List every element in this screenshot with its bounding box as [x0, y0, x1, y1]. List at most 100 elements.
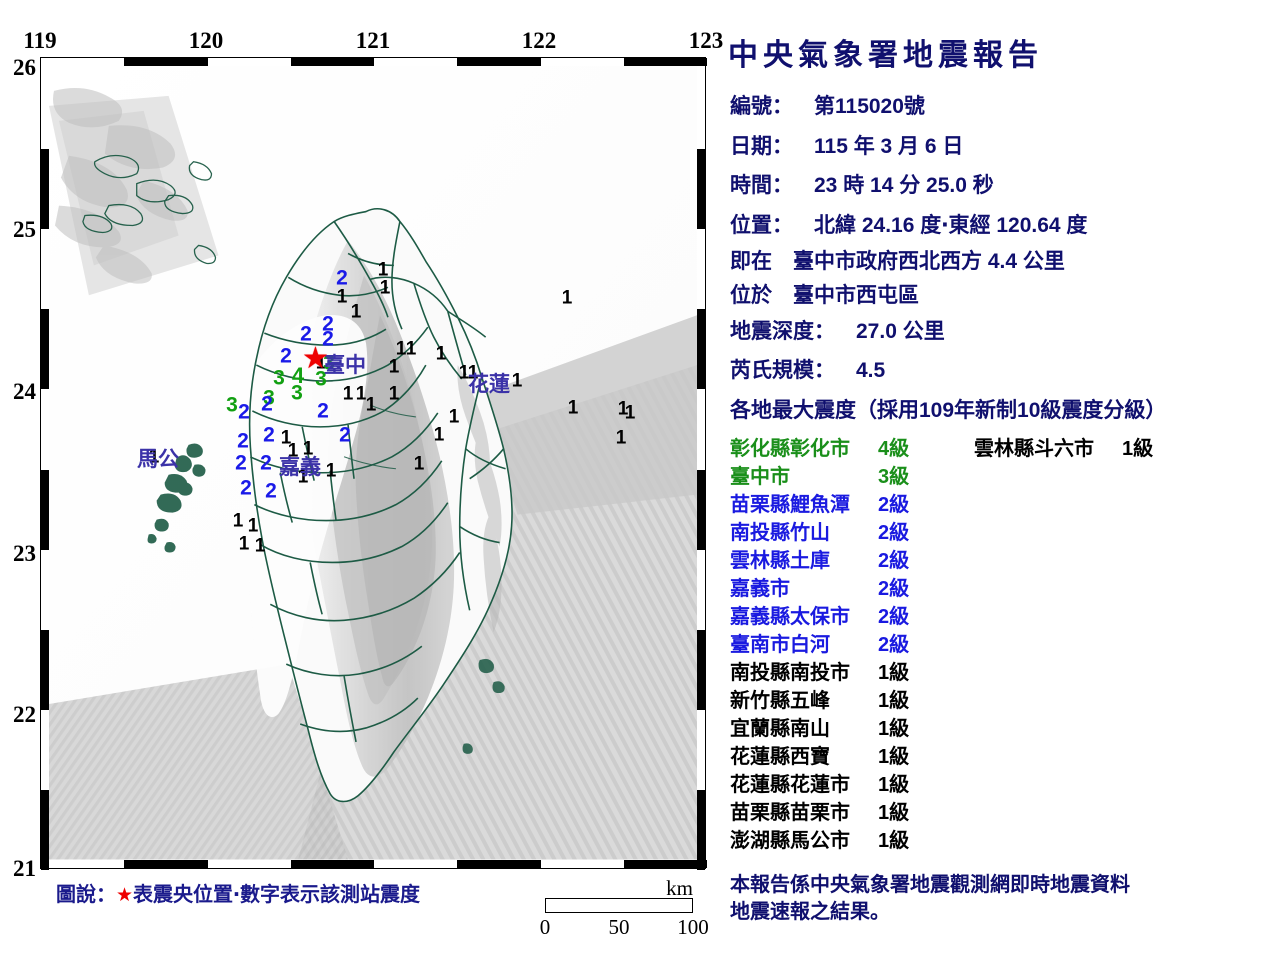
intensity-level: 1級: [878, 773, 910, 796]
station-intensity-1: 1: [561, 287, 573, 309]
station-intensity-1: 1: [405, 338, 417, 360]
map-border-tick: [457, 58, 541, 66]
map-border-tick: [697, 309, 705, 390]
station-intensity-1: 1: [379, 277, 391, 299]
report-depth-value: 27.0 公里: [856, 320, 945, 343]
station-intensity-3: 3: [315, 367, 327, 391]
intensity-level: 1級: [878, 661, 910, 684]
map-border-tick: [290, 58, 374, 66]
intensity-row: 南投縣竹山 2級: [730, 516, 948, 544]
intensity-place: 新竹縣五峰: [730, 689, 830, 712]
intensity-level: 1級: [878, 829, 910, 852]
latitude-tick-25: 25: [13, 217, 36, 242]
station-intensity-1: 1: [511, 370, 523, 392]
station-intensity-1: 1: [232, 510, 244, 532]
station-intensity-1: 1: [435, 343, 447, 365]
city-label: 馬公: [137, 448, 179, 471]
intensity-row: 宜蘭縣南山 1級: [730, 712, 948, 740]
latitude-tick-22: 22: [13, 702, 36, 727]
map-border-tick: [697, 469, 705, 550]
legend-description: 表震央位置‧數字表示該測站震度: [133, 884, 421, 906]
intensity-column-left: 彰化縣彰化市 4級 臺中市 3級 苗栗縣鯉魚潭 2級 南投縣竹山 2級 雲林縣土庫 2級 嘉義市 2級…: [730, 432, 948, 852]
latitude-tick-26: 26: [13, 55, 36, 80]
intensity-place: 雲林縣土庫: [730, 549, 830, 572]
station-intensity-1: 1: [467, 362, 479, 384]
map-border-tick: [124, 860, 208, 868]
intensity-level: 2級: [878, 605, 910, 628]
terrain-relief: [49, 66, 697, 860]
map-border-tick: [697, 789, 705, 870]
intensity-level: 3級: [878, 465, 910, 488]
intensity-place: 彰化縣彰化市: [730, 437, 850, 460]
intensity-section-header: 各地最大震度（採用109年新制10級震度分級）: [730, 399, 1167, 422]
scale-bar-segments: [545, 898, 693, 913]
station-intensity-3: 3: [273, 366, 285, 390]
map-border-tick: [697, 149, 705, 230]
station-intensity-2: 2: [260, 451, 272, 475]
intensity-level: 2級: [878, 549, 910, 572]
report-depth-label: 地震深度：: [730, 320, 835, 343]
map-border-tick: [623, 860, 707, 868]
map-border-tick: [697, 629, 705, 710]
station-intensity-3: 3: [323, 351, 335, 375]
station-intensity-1: 1: [448, 406, 460, 428]
map-scale-bar: km 0 50 100: [540, 876, 709, 939]
station-intensity-2: 2: [322, 312, 334, 336]
report-date: 日期： 115 年 3 月 6 日: [730, 130, 963, 160]
epicenter-star-icon: ★: [302, 341, 329, 375]
intensity-place: 花蓮縣花蓮市: [730, 773, 850, 796]
station-intensity-2: 2: [336, 266, 348, 290]
station-intensity-2: 2: [263, 423, 275, 447]
station-intensity-2: 2: [339, 423, 351, 447]
station-intensity-1: 1: [315, 352, 327, 374]
station-intensity-1: 1: [238, 533, 250, 555]
city-label: 花蓮: [468, 373, 510, 396]
latitude-tick-21: 21: [13, 856, 36, 881]
station-intensity-2: 2: [238, 400, 250, 424]
station-intensity-1: 1: [287, 440, 299, 462]
intensity-level: 1級: [878, 689, 910, 712]
intensity-level: 2級: [878, 577, 910, 600]
station-intensity-2: 2: [261, 392, 273, 416]
city-label: 臺中: [324, 354, 366, 377]
city-label: 嘉義: [279, 456, 321, 479]
station-intensity-1: 1: [617, 398, 629, 420]
station-intensity-3: 3: [263, 386, 275, 410]
intensity-row: 雲林縣斗六市 1級: [974, 432, 1192, 460]
station-intensity-1: 1: [413, 453, 425, 475]
report-number-label: 編號：: [730, 95, 793, 118]
report-panel: 中央氣象署地震報告 編號： 第115020號 日期： 115 年 3 月 6 日時…: [724, 0, 1280, 960]
report-date-value: 115 年 3 月 6 日: [814, 135, 964, 158]
station-intensity-1: 1: [365, 394, 377, 416]
map-border-tick: [41, 629, 49, 710]
intensity-place: 臺中市: [730, 465, 790, 488]
station-intensity-1: 1: [388, 383, 400, 405]
station-intensity-1: 1: [388, 356, 400, 378]
scale-tick-0: 0: [539, 915, 551, 939]
station-intensity-1: 1: [458, 362, 470, 384]
station-intensity-1: 1: [254, 535, 266, 557]
station-intensity-4: 4: [291, 363, 305, 388]
station-intensity-1: 1: [615, 427, 627, 449]
intensity-row: 花蓮縣花蓮市 1級: [730, 768, 948, 796]
station-intensity-3: 3: [291, 381, 303, 405]
intensity-level: 1級: [878, 745, 910, 768]
report-footnote: 本報告係中央氣象署地震觀測網即時地震資料 地震速報之結果。: [730, 874, 1130, 923]
intensity-row: 澎湖縣馬公市 1級: [730, 824, 948, 852]
intensity-place: 苗栗縣鯉魚潭: [730, 493, 850, 516]
intensity-row: 彰化縣彰化市 4級: [730, 432, 948, 460]
report-number-value: 第115020號: [814, 95, 925, 118]
station-intensity-1: 1: [325, 460, 337, 482]
longitude-tick-122: 122: [521, 28, 557, 53]
intensity-place: 臺南市白河: [730, 633, 830, 656]
county-boundaries: [248, 208, 513, 803]
map-border-tick: [124, 58, 208, 66]
intensity-row: 嘉義市 2級: [730, 572, 948, 600]
intensity-level: 4級: [878, 437, 910, 460]
station-intensity-2: 2: [240, 476, 252, 500]
scale-unit-label: km: [666, 876, 693, 900]
report-time-value: 23 時 14 分 25.0 秒: [814, 174, 994, 197]
map-border-tick: [457, 860, 541, 868]
